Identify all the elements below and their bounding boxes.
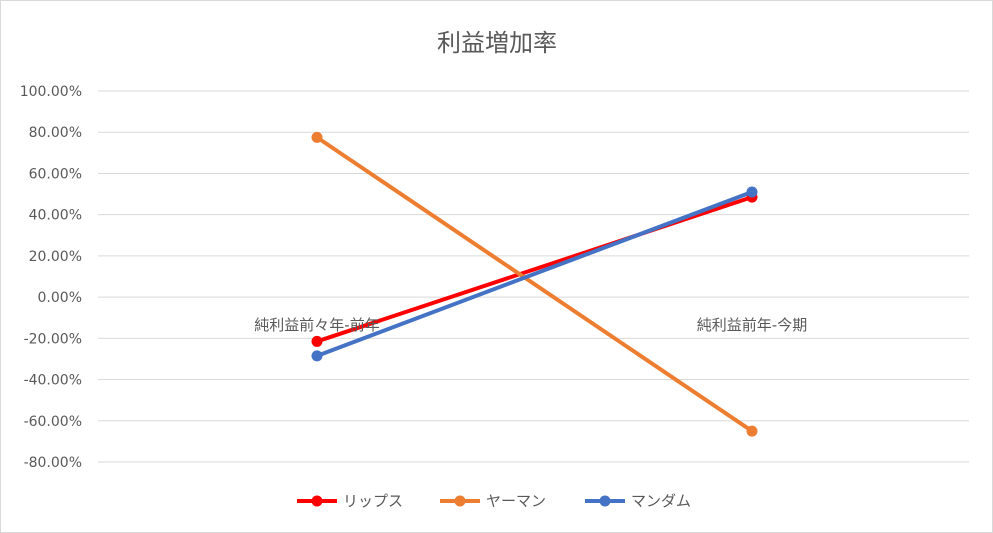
- y-tick-label: 0.00%: [38, 290, 82, 306]
- category-label: 純利益前々年-前年: [254, 316, 379, 334]
- series-3-point: [746, 186, 758, 198]
- legend-marker: [599, 495, 611, 507]
- legend-marker: [311, 495, 323, 507]
- y-tick-label: -60.00%: [24, 414, 82, 430]
- legend-label: リップス: [343, 492, 403, 510]
- y-tick-label: 60.00%: [29, 166, 82, 182]
- category-labels: 純利益前々年-前年 純利益前年-今期: [254, 316, 807, 334]
- y-tick-label: 40.00%: [29, 208, 82, 224]
- y-tick-label: 20.00%: [29, 249, 82, 265]
- series-1-point: [311, 335, 323, 347]
- legend-item: リップス: [297, 492, 403, 510]
- series-2-line: [315, 135, 754, 434]
- y-tick-label: 100.00%: [20, 84, 82, 100]
- legend-item: マンダム: [585, 492, 691, 510]
- y-tick-label: 80.00%: [29, 125, 82, 141]
- y-tick-label: -40.00%: [24, 373, 82, 389]
- legend-marker: [454, 495, 466, 507]
- gridlines: [98, 90, 969, 463]
- series-3-line: [315, 189, 754, 358]
- series-2-point: [311, 131, 323, 143]
- y-tick-label: -20.00%: [24, 331, 82, 347]
- legend-item: ヤーマン: [440, 492, 546, 510]
- series-lines: [311, 131, 758, 437]
- legend-label: ヤーマン: [486, 492, 546, 510]
- series-3-point: [311, 350, 323, 362]
- chart-title: 利益増加率: [437, 29, 557, 57]
- category-label: 純利益前年-今期: [697, 316, 807, 334]
- legend-label: マンダム: [631, 492, 691, 510]
- y-tick-label: -80.00%: [24, 455, 82, 471]
- series-1-line: [315, 195, 754, 344]
- series-2-point: [746, 425, 758, 437]
- legend: リップス ヤーマン マンダム: [297, 492, 691, 510]
- y-axis-ticks: 100.00% 80.00% 60.00% 40.00% 20.00% 0.00% -20.…: [20, 84, 82, 471]
